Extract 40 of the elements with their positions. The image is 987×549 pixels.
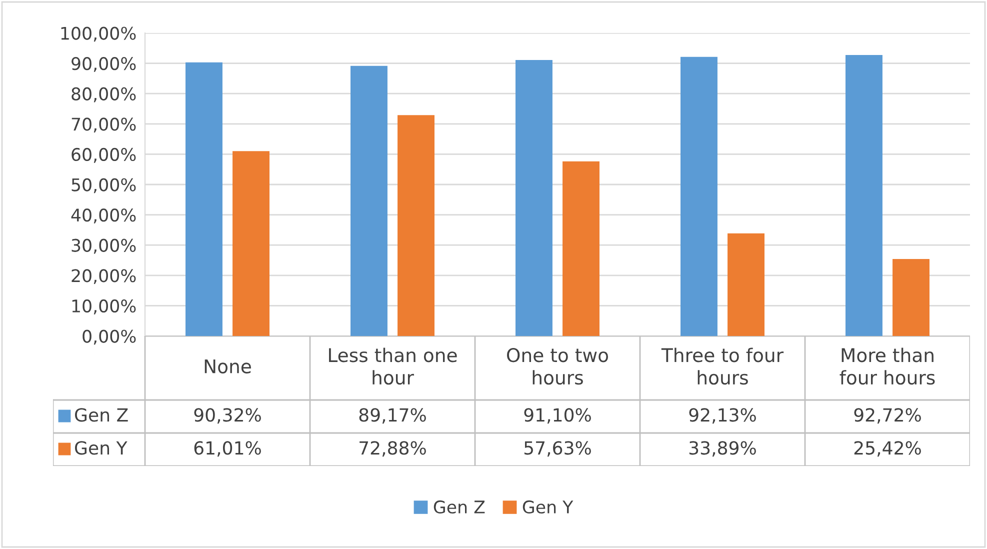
x-tick-label: Less than one hour bbox=[329, 348, 457, 385]
y-tick-label: 20,00% bbox=[72, 269, 136, 284]
bar bbox=[516, 60, 552, 336]
data-label: 92,13% bbox=[689, 408, 756, 424]
text: Gen Z bbox=[434, 500, 485, 514]
y-tick-label: 40,00% bbox=[71, 208, 136, 224]
x-tick-label: Three to four hours bbox=[661, 348, 784, 385]
y-tick-label: 30,00% bbox=[72, 238, 136, 254]
y-tick-label: 60,00% bbox=[72, 148, 136, 163]
x-tick-label: None bbox=[204, 360, 251, 374]
data-label: 57,63% bbox=[524, 441, 591, 457]
text: Gen Y bbox=[522, 500, 574, 514]
y-tick-label: 80,00% bbox=[72, 87, 136, 102]
bar bbox=[232, 151, 270, 336]
data-label: 90,32% bbox=[194, 408, 261, 424]
legend-label: Gen Z bbox=[75, 408, 128, 422]
y-tick-label: 10,00% bbox=[72, 299, 136, 314]
bar bbox=[562, 161, 600, 336]
y-tick-label: 70,00% bbox=[72, 118, 136, 133]
x-tick-label: One to two hours bbox=[507, 348, 608, 385]
data-label: 25,42% bbox=[854, 441, 921, 457]
y-tick-label: 0,00% bbox=[82, 330, 136, 345]
bar bbox=[892, 258, 930, 336]
y-tick-label: 90,00% bbox=[72, 57, 136, 72]
x-tick-label: More than four hours bbox=[840, 348, 935, 385]
bar bbox=[728, 233, 764, 336]
data-label: 72,88% bbox=[360, 441, 426, 457]
y-tick-label: 100,00% bbox=[61, 26, 136, 42]
data-label: 91,10% bbox=[524, 408, 591, 424]
bar bbox=[350, 66, 388, 336]
data-label: 92,72% bbox=[854, 408, 921, 424]
data-label: 89,17% bbox=[359, 408, 426, 424]
bar bbox=[398, 115, 434, 336]
data-label: 33,89% bbox=[689, 441, 756, 457]
y-tick-label: 50,00% bbox=[72, 178, 136, 194]
bar bbox=[846, 55, 882, 336]
bar bbox=[680, 56, 718, 336]
data-label: 61,01% bbox=[194, 441, 261, 457]
legend-label: Gen Y bbox=[75, 441, 128, 455]
bar bbox=[186, 62, 222, 336]
